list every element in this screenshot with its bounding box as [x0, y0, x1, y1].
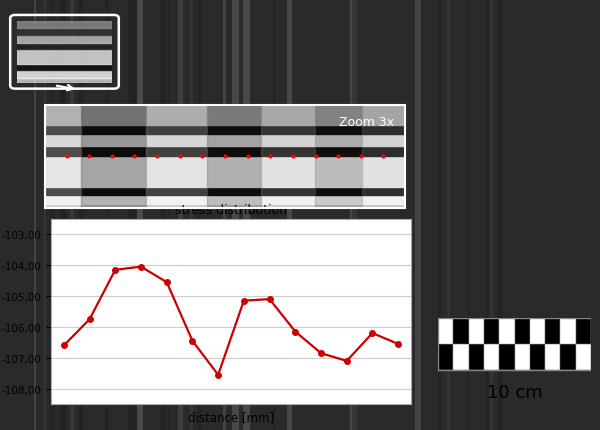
- Bar: [45, 188, 405, 195]
- Bar: [17, 35, 112, 43]
- Bar: [45, 105, 405, 126]
- Bar: [45, 204, 405, 209]
- Bar: [137, 0, 143, 430]
- Bar: [315, 105, 362, 209]
- Bar: [17, 29, 112, 35]
- Bar: [190, 0, 193, 430]
- Bar: [45, 105, 81, 209]
- Bar: [484, 344, 499, 370]
- Bar: [34, 0, 36, 430]
- Bar: [438, 318, 591, 370]
- Bar: [499, 318, 515, 344]
- Bar: [45, 134, 405, 147]
- Bar: [287, 0, 292, 430]
- Bar: [198, 0, 202, 430]
- Bar: [415, 0, 421, 430]
- Bar: [438, 318, 454, 344]
- Bar: [515, 344, 530, 370]
- Bar: [489, 0, 493, 430]
- Bar: [17, 65, 112, 71]
- Bar: [362, 105, 405, 209]
- Bar: [352, 0, 356, 430]
- Bar: [447, 0, 450, 430]
- Bar: [128, 0, 131, 430]
- Bar: [45, 195, 405, 204]
- Bar: [438, 0, 442, 430]
- Bar: [160, 0, 166, 430]
- Bar: [350, 0, 352, 430]
- Bar: [49, 0, 55, 430]
- Bar: [106, 0, 109, 430]
- Title: stress distribution: stress distribution: [175, 204, 287, 217]
- Bar: [498, 0, 503, 430]
- Text: 10 cm: 10 cm: [487, 384, 542, 402]
- Bar: [560, 318, 575, 344]
- Bar: [438, 344, 454, 370]
- Bar: [168, 0, 170, 430]
- Bar: [499, 344, 515, 370]
- Text: Zoom 3x: Zoom 3x: [339, 116, 394, 129]
- Bar: [545, 344, 560, 370]
- X-axis label: distance [mm]: distance [mm]: [188, 410, 274, 423]
- Bar: [78, 0, 80, 430]
- Bar: [244, 0, 250, 430]
- Bar: [576, 344, 591, 370]
- Bar: [515, 318, 530, 344]
- Bar: [486, 0, 492, 430]
- Bar: [81, 105, 146, 209]
- Bar: [530, 318, 545, 344]
- Bar: [576, 318, 591, 344]
- Bar: [70, 0, 74, 430]
- Bar: [454, 344, 469, 370]
- Bar: [45, 147, 405, 157]
- Bar: [146, 105, 207, 209]
- Bar: [207, 105, 261, 209]
- Bar: [17, 22, 112, 29]
- Bar: [17, 49, 112, 65]
- Bar: [17, 71, 112, 79]
- Bar: [484, 318, 499, 344]
- Bar: [44, 0, 46, 430]
- Bar: [79, 0, 84, 430]
- Bar: [61, 0, 66, 430]
- Bar: [178, 0, 183, 430]
- Bar: [469, 344, 484, 370]
- Bar: [560, 344, 575, 370]
- Bar: [17, 79, 112, 83]
- Bar: [45, 126, 405, 134]
- Bar: [261, 105, 315, 209]
- Bar: [45, 157, 405, 188]
- Bar: [530, 344, 545, 370]
- Bar: [545, 318, 560, 344]
- Bar: [130, 0, 137, 430]
- Bar: [454, 318, 469, 344]
- Bar: [273, 0, 275, 430]
- Bar: [469, 318, 484, 344]
- Bar: [232, 0, 239, 430]
- Bar: [467, 0, 470, 430]
- Bar: [223, 0, 226, 430]
- Bar: [17, 43, 112, 49]
